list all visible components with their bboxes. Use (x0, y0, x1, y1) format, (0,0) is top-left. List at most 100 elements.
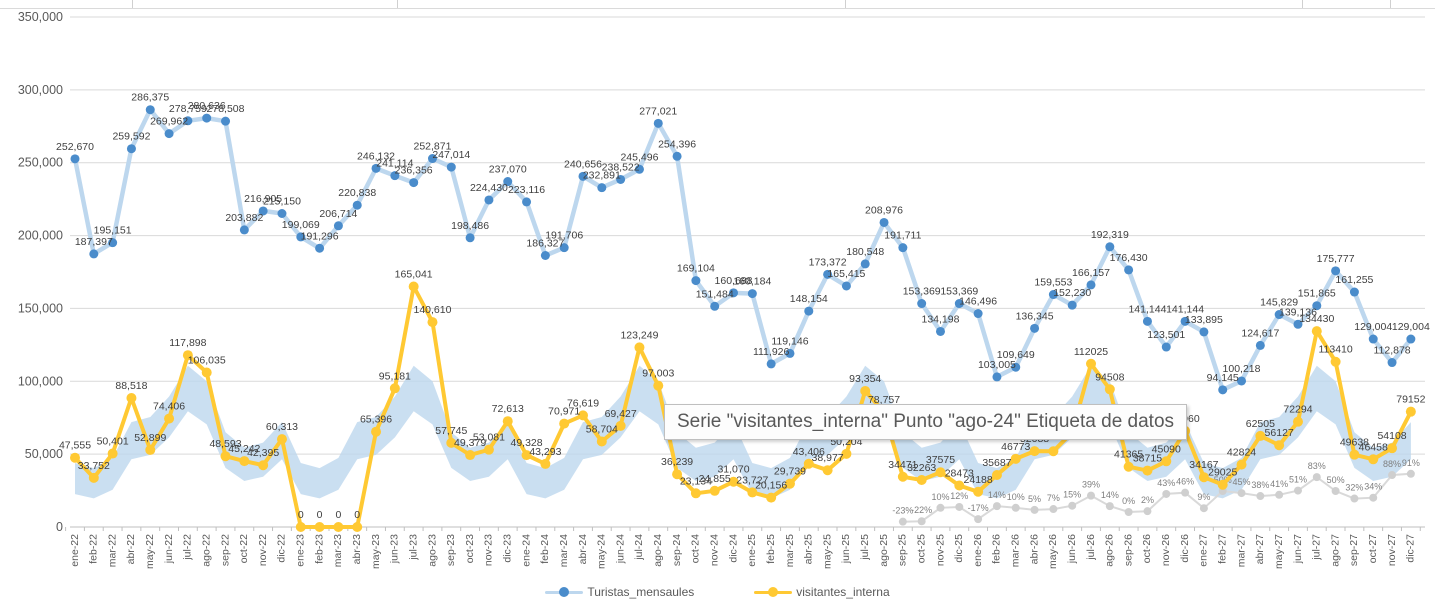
turistas-mensaules-point[interactable] (559, 243, 569, 253)
visitantes-interna-point[interactable] (502, 416, 513, 427)
gray-series-point[interactable] (1199, 504, 1208, 513)
turistas-mensaules-point[interactable] (183, 116, 193, 126)
turistas-mensaules-point[interactable] (653, 118, 663, 128)
visitantes-interna-point[interactable] (239, 456, 250, 467)
gray-series-point[interactable] (1331, 487, 1340, 495)
turistas-mensaules-point[interactable] (597, 183, 607, 193)
turistas-mensaules-point[interactable] (333, 221, 343, 231)
visitantes-interna-point[interactable] (747, 487, 758, 498)
turistas-mensaules-point[interactable] (992, 372, 1002, 382)
legend-item-turistas-mensaules[interactable]: Turistas_mensaules (545, 585, 694, 599)
visitantes-interna-point[interactable] (916, 474, 927, 485)
visitantes-interna-point[interactable] (182, 350, 193, 361)
visitantes-interna-point[interactable] (954, 480, 965, 491)
visitantes-interna-line[interactable] (73, 284, 1413, 529)
gray-series-point[interactable] (992, 502, 1001, 511)
gray-series-point[interactable] (974, 515, 983, 524)
turistas-mensaules-point[interactable] (1406, 334, 1416, 344)
gray-series-point[interactable] (1388, 471, 1397, 480)
turistas-mensaules-point[interactable] (484, 195, 494, 205)
visitantes-interna-point[interactable] (70, 452, 80, 463)
visitantes-interna-point[interactable] (653, 380, 664, 391)
visitantes-interna-point[interactable] (107, 448, 118, 459)
gray-series-point[interactable] (955, 502, 964, 511)
turistas-mensaules-point[interactable] (239, 225, 249, 235)
turistas-mensaules-point[interactable] (258, 206, 268, 216)
turistas-mensaules-point[interactable] (89, 249, 99, 259)
visitantes-interna-point[interactable] (295, 522, 306, 532)
visitantes-interna-point[interactable] (1123, 461, 1134, 472)
visitantes-interna-point[interactable] (766, 492, 777, 503)
gray-series-point[interactable] (1143, 507, 1152, 516)
turistas-mensaules-point[interactable] (221, 116, 231, 126)
gray-series-point[interactable] (1181, 488, 1190, 497)
visitantes-interna-point[interactable] (483, 444, 494, 455)
turistas-mensaules-point[interactable] (1067, 300, 1077, 310)
turistas-mensaules-point[interactable] (1218, 385, 1228, 395)
turistas-mensaules-point[interactable] (1048, 290, 1058, 300)
gray-series-point[interactable] (1087, 491, 1096, 500)
turistas-mensaules-point[interactable] (954, 299, 964, 309)
turistas-mensaules-point[interactable] (785, 348, 795, 358)
turistas-mensaules-point[interactable] (540, 250, 550, 260)
gray-series-point[interactable] (1275, 490, 1284, 499)
turistas-mensaules-point[interactable] (1161, 342, 1171, 352)
turistas-mensaules-point[interactable] (1180, 316, 1190, 326)
turistas-mensaules-point[interactable] (1086, 280, 1096, 290)
gray-series-point[interactable] (917, 517, 926, 526)
gray-series-point[interactable] (1237, 489, 1246, 498)
turistas-mensaules-point[interactable] (352, 200, 362, 210)
visitantes-interna-point[interactable] (408, 281, 419, 292)
visitantes-interna-point[interactable] (521, 450, 532, 461)
visitantes-interna-point[interactable] (352, 522, 363, 532)
visitantes-interna-point[interactable] (220, 451, 231, 462)
turistas-mensaules-point[interactable] (823, 269, 833, 279)
visitantes-interna-point[interactable] (991, 469, 1002, 480)
turistas-mensaules-point[interactable] (1030, 323, 1040, 333)
visitantes-interna-point[interactable] (1368, 454, 1379, 465)
turistas-mensaules-point[interactable] (860, 259, 870, 269)
turistas-mensaules-point[interactable] (672, 151, 682, 161)
turistas-mensaules-point[interactable] (1331, 266, 1341, 276)
visitantes-interna-point[interactable] (1330, 356, 1341, 367)
visitantes-interna-point[interactable] (465, 450, 476, 461)
visitantes-interna-point[interactable] (389, 383, 400, 394)
visitantes-interna-point[interactable] (690, 488, 701, 499)
visitantes-interna-point[interactable] (1405, 406, 1416, 417)
visitantes-interna-point[interactable] (897, 471, 908, 482)
visitantes-interna-point[interactable] (333, 522, 344, 532)
turistas-mensaules-point[interactable] (917, 299, 927, 309)
visitantes-interna-point[interactable] (803, 458, 814, 469)
visitantes-interna-point[interactable] (276, 434, 287, 445)
visitantes-interna-point[interactable] (1142, 465, 1153, 476)
turistas-mensaules-point[interactable] (578, 171, 588, 181)
gray-series-point[interactable] (898, 517, 907, 526)
visitantes-interna-point[interactable] (1292, 416, 1303, 427)
turistas-mensaules-point[interactable] (390, 171, 400, 181)
visitantes-interna-point[interactable] (973, 486, 984, 497)
visitantes-interna-point[interactable] (935, 467, 946, 478)
visitantes-interna-point[interactable] (559, 418, 570, 429)
visitantes-interna-point[interactable] (1387, 443, 1398, 454)
turistas-mensaules-point[interactable] (634, 164, 644, 174)
visitantes-interna-point[interactable] (1029, 446, 1040, 457)
visitantes-interna-point[interactable] (1217, 479, 1228, 490)
gray-series-point[interactable] (1312, 473, 1321, 482)
turistas-mensaules-point[interactable] (409, 178, 419, 188)
visitantes-interna-point[interactable] (1255, 430, 1266, 441)
visitantes-interna-point[interactable] (709, 485, 720, 496)
gray-series-line[interactable] (902, 472, 1411, 523)
turistas-mensaules-point[interactable] (315, 243, 325, 253)
gray-series-point[interactable] (1068, 501, 1077, 510)
turistas-mensaules-point[interactable] (616, 174, 626, 184)
turistas-mensaules-point[interactable] (296, 232, 306, 242)
visitantes-interna-point[interactable] (1311, 326, 1322, 337)
turistas-mensaules-point[interactable] (70, 154, 80, 164)
visitantes-interna-point[interactable] (88, 472, 99, 483)
gray-series-point[interactable] (1256, 492, 1265, 501)
gray-series-point[interactable] (936, 503, 945, 512)
gray-series-point[interactable] (1049, 505, 1058, 514)
turistas-mensaules-point[interactable] (804, 306, 814, 316)
turistas-mensaules-point[interactable] (1255, 340, 1265, 350)
turistas-mensaules-point[interactable] (1368, 334, 1378, 344)
